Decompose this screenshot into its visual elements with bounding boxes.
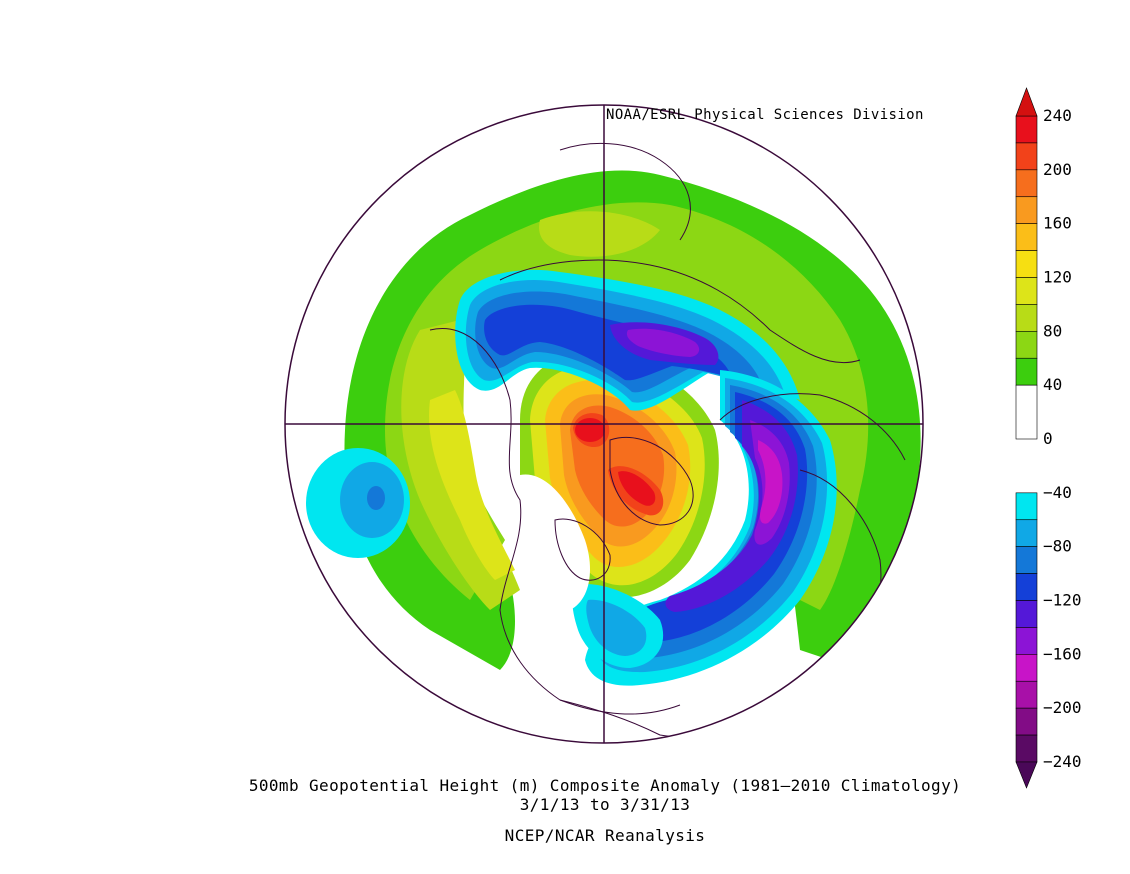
colorbar: 240 200 160 120 80 40 0 −40 −80 −120 −160 −200 −240 — [1015, 87, 1082, 789]
north-america-coast — [429, 328, 681, 715]
colorbar-bin-10 — [1015, 384, 1038, 440]
colorbar-bin-15 — [1015, 600, 1038, 628]
arctic-high-220-b — [618, 471, 656, 506]
colorbar-bin-11 — [1015, 492, 1038, 521]
colorbar-bin-17 — [1015, 654, 1038, 682]
colorbar-bin-6 — [1015, 277, 1038, 305]
colorbar-tick-label: −200 — [1043, 698, 1082, 717]
colorbar-bin-3 — [1015, 196, 1038, 224]
asia-coast — [499, 259, 861, 364]
colorbar-tick-label: −160 — [1043, 644, 1082, 663]
europe-coast — [719, 393, 906, 461]
map-boundary — [284, 104, 924, 744]
colorbar-bin-9 — [1015, 357, 1038, 386]
arctic-high-220-a — [575, 418, 605, 442]
date-range: 3/1/13 to 3/31/13 — [519, 795, 691, 814]
colorbar-tick-label: 0 — [1043, 429, 1053, 448]
colorbar-bin-1 — [1015, 142, 1038, 171]
anomaly-field — [306, 170, 921, 686]
east-asia-coast — [559, 143, 691, 241]
colorbar-tick-label: −40 — [1043, 483, 1072, 502]
colorbar-tick-label: −80 — [1043, 537, 1072, 556]
colorbar-bin-13 — [1015, 546, 1038, 574]
eastern-us-trough-60 — [586, 599, 647, 656]
colorbar-bin-12 — [1015, 519, 1038, 547]
colorbar-tick-label: 200 — [1043, 160, 1072, 179]
colorbar-bin-18 — [1015, 680, 1038, 709]
north-atlantic-high — [539, 211, 660, 257]
colorbar-over-arrow — [1015, 87, 1038, 117]
colorbar-bin-7 — [1015, 304, 1038, 332]
colorbar-bin-2 — [1015, 169, 1038, 198]
neutral-band-canada — [513, 474, 590, 611]
map-title: 500mb Geopotential Height (m) Composite … — [248, 776, 962, 795]
colorbar-tick-label: 240 — [1043, 106, 1072, 125]
data-source: NCEP/NCAR Reanalysis — [504, 826, 706, 845]
colorbar-tick-label: −120 — [1043, 591, 1082, 610]
eurasian-trough-160 — [758, 440, 783, 524]
pacific-low-80 — [367, 486, 385, 510]
central-america-coast — [559, 699, 741, 738]
pacific-trough-140 — [626, 328, 700, 357]
colorbar-tick-label: 80 — [1043, 321, 1062, 340]
colorbar-tick-label: 120 — [1043, 268, 1072, 287]
colorbar-tick-label: 40 — [1043, 375, 1062, 394]
greenland-coast — [609, 436, 694, 526]
colorbar-bin-4 — [1015, 223, 1038, 251]
colorbar-bin-19 — [1015, 707, 1038, 736]
credit-label: NOAA/ESRL Physical Sciences Division — [606, 107, 924, 123]
colorbar-bin-14 — [1015, 573, 1038, 601]
hudson-bay-coast — [554, 518, 611, 581]
west-pacific-high-120 — [429, 390, 515, 580]
colorbar-bin-16 — [1015, 627, 1038, 655]
colorbar-tick-label: 160 — [1043, 214, 1072, 233]
colorbar-bin-8 — [1015, 331, 1038, 359]
colorbar-bin-5 — [1015, 250, 1038, 278]
colorbar-tick-label: −240 — [1043, 752, 1082, 771]
colorbar-bin-20 — [1015, 734, 1038, 763]
colorbar-under-arrow — [1015, 761, 1038, 789]
colorbar-bin-0 — [1015, 115, 1038, 144]
coastlines — [429, 143, 906, 738]
